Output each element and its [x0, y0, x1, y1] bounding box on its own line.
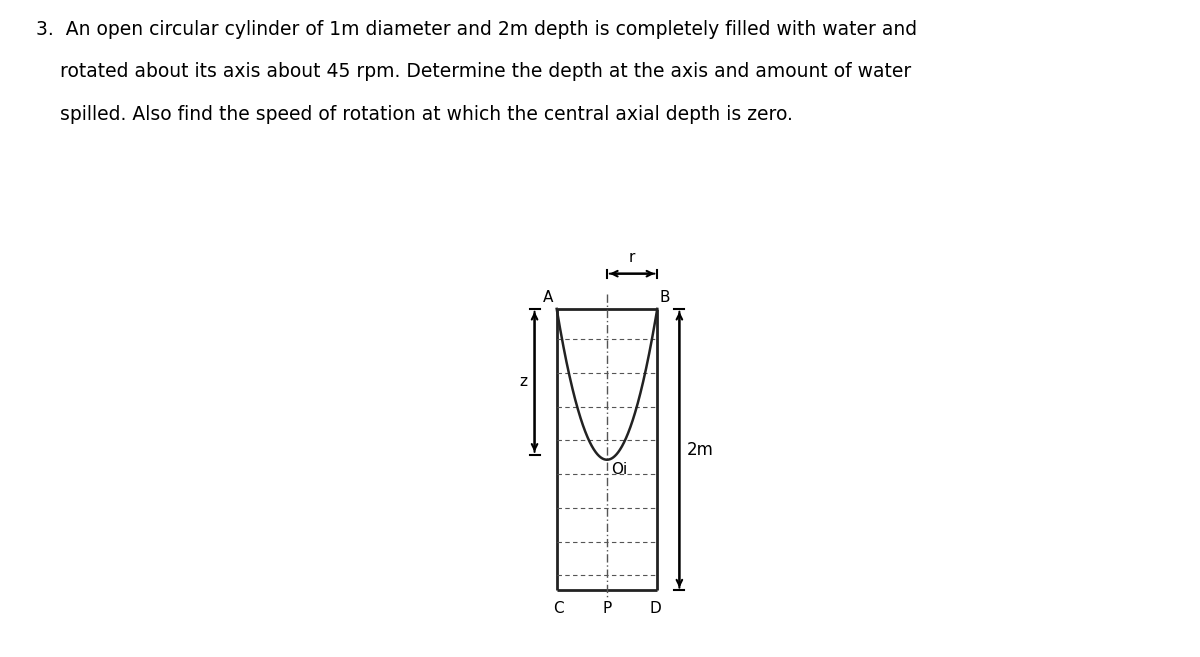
Text: 2m: 2m: [686, 441, 713, 459]
Text: z: z: [520, 374, 528, 390]
Text: Oi: Oi: [611, 462, 628, 477]
Text: P: P: [602, 600, 612, 616]
Text: B: B: [659, 290, 670, 305]
Text: r: r: [629, 250, 635, 265]
Text: 3.  An open circular cylinder of 1m diameter and 2m depth is completely filled w: 3. An open circular cylinder of 1m diame…: [36, 20, 917, 39]
Text: spilled. Also find the speed of rotation at which the central axial depth is zer: spilled. Also find the speed of rotation…: [36, 105, 793, 124]
Text: D: D: [649, 600, 661, 616]
Text: A: A: [544, 290, 553, 305]
Text: rotated about its axis about 45 rpm. Determine the depth at the axis and amount : rotated about its axis about 45 rpm. Det…: [36, 62, 911, 81]
Text: C: C: [553, 600, 564, 616]
